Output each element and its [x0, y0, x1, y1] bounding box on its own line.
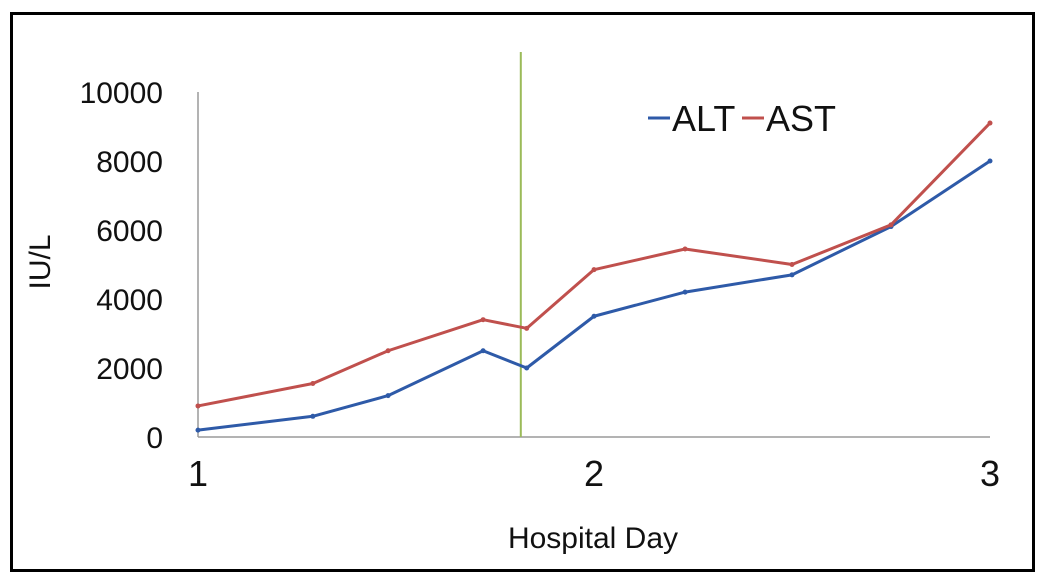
legend-item-alt: ALT — [648, 98, 735, 139]
data-point-ast — [385, 348, 391, 354]
y-tick-label: 10000 — [80, 77, 163, 110]
y-tick-label: 6000 — [96, 215, 163, 248]
data-point-ast — [789, 262, 795, 267]
y-axis-title: IU/L — [24, 234, 57, 289]
data-point-ast — [987, 120, 993, 126]
data-point-alt — [480, 348, 486, 354]
y-tick-label: 4000 — [96, 284, 163, 317]
data-point-alt — [524, 365, 530, 371]
data-point-ast — [480, 317, 486, 323]
legend-item-ast: AST — [742, 98, 836, 139]
data-point-ast — [888, 222, 894, 228]
line-chart: 0 2000 4000 6000 8000 10000 1 2 3 ALT AST IU/L H… — [24, 52, 1000, 555]
data-point-ast — [591, 267, 597, 273]
y-tick-label: 2000 — [96, 353, 163, 386]
series-line-ast — [197, 122, 992, 408]
legend-label: ALT — [672, 98, 735, 139]
data-point-alt — [682, 289, 688, 295]
data-point-alt — [789, 272, 795, 278]
series-layer — [195, 120, 993, 433]
y-tick-label: 8000 — [96, 146, 163, 179]
data-point-ast — [310, 381, 316, 387]
series-alt — [195, 158, 993, 433]
data-point-alt — [385, 393, 391, 399]
y-axis-ticks: 0 2000 4000 6000 8000 10000 — [80, 77, 163, 455]
data-point-alt — [195, 427, 201, 433]
data-point-alt — [591, 313, 597, 319]
data-point-alt — [987, 158, 993, 164]
x-tick-label: 2 — [584, 453, 604, 494]
data-point-alt — [310, 413, 316, 419]
series-ast — [195, 120, 993, 409]
x-axis-ticks: 1 2 3 — [188, 453, 1000, 494]
x-tick-label: 1 — [188, 453, 208, 494]
data-point-ast — [195, 403, 201, 409]
legend: ALT AST — [648, 98, 836, 139]
x-axis-title: Hospital Day — [508, 522, 678, 555]
chart-frame — [10, 12, 1035, 572]
legend-label: AST — [766, 98, 836, 139]
x-tick-label: 3 — [980, 453, 1000, 494]
series-line-alt — [197, 159, 991, 432]
y-tick-label: 0 — [146, 422, 163, 455]
data-point-ast — [682, 246, 688, 252]
data-point-ast — [524, 325, 530, 331]
